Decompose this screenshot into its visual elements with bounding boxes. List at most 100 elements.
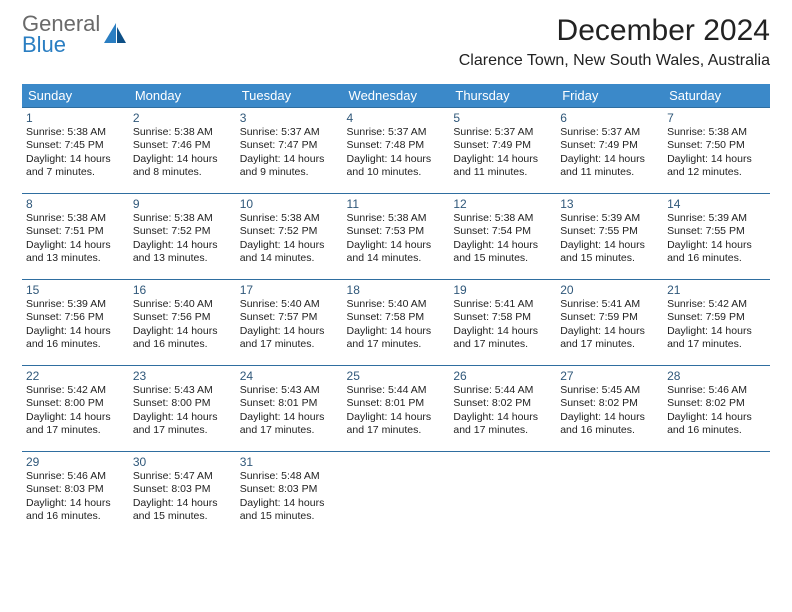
sunrise-line: Sunrise: 5:38 AM <box>133 212 232 225</box>
day-info: Sunrise: 5:38 AMSunset: 7:54 PMDaylight:… <box>453 212 552 266</box>
day-number: 10 <box>240 197 339 211</box>
daylight-line-2: and 11 minutes. <box>453 166 552 179</box>
day-info: Sunrise: 5:37 AMSunset: 7:47 PMDaylight:… <box>240 126 339 180</box>
daylight-line-2: and 14 minutes. <box>240 252 339 265</box>
day-number: 4 <box>347 111 446 125</box>
calendar-week: 29Sunrise: 5:46 AMSunset: 8:03 PMDayligh… <box>22 452 770 538</box>
calendar-empty <box>663 452 770 538</box>
sunset-line: Sunset: 8:02 PM <box>560 397 659 410</box>
daylight-line-1: Daylight: 14 hours <box>133 411 232 424</box>
daylight-line-1: Daylight: 14 hours <box>240 411 339 424</box>
sunset-line: Sunset: 7:50 PM <box>667 139 766 152</box>
sunset-line: Sunset: 7:58 PM <box>347 311 446 324</box>
daylight-line-1: Daylight: 14 hours <box>560 153 659 166</box>
sunset-line: Sunset: 7:54 PM <box>453 225 552 238</box>
sunrise-line: Sunrise: 5:38 AM <box>347 212 446 225</box>
sail-icon <box>102 21 128 49</box>
daylight-line-1: Daylight: 14 hours <box>453 325 552 338</box>
daylight-line-1: Daylight: 14 hours <box>26 411 125 424</box>
day-number: 21 <box>667 283 766 297</box>
day-info: Sunrise: 5:38 AMSunset: 7:53 PMDaylight:… <box>347 212 446 266</box>
sunrise-line: Sunrise: 5:47 AM <box>133 470 232 483</box>
day-number: 15 <box>26 283 125 297</box>
day-info: Sunrise: 5:44 AMSunset: 8:01 PMDaylight:… <box>347 384 446 438</box>
calendar-day: 3Sunrise: 5:37 AMSunset: 7:47 PMDaylight… <box>236 108 343 194</box>
calendar-day: 20Sunrise: 5:41 AMSunset: 7:59 PMDayligh… <box>556 280 663 366</box>
daylight-line-1: Daylight: 14 hours <box>26 153 125 166</box>
day-number: 22 <box>26 369 125 383</box>
day-info: Sunrise: 5:37 AMSunset: 7:49 PMDaylight:… <box>453 126 552 180</box>
day-info: Sunrise: 5:38 AMSunset: 7:50 PMDaylight:… <box>667 126 766 180</box>
day-header: Wednesday <box>343 84 450 108</box>
daylight-line-1: Daylight: 14 hours <box>347 239 446 252</box>
sunrise-line: Sunrise: 5:38 AM <box>667 126 766 139</box>
calendar-day: 23Sunrise: 5:43 AMSunset: 8:00 PMDayligh… <box>129 366 236 452</box>
calendar-day: 7Sunrise: 5:38 AMSunset: 7:50 PMDaylight… <box>663 108 770 194</box>
daylight-line-2: and 11 minutes. <box>560 166 659 179</box>
calendar-day: 17Sunrise: 5:40 AMSunset: 7:57 PMDayligh… <box>236 280 343 366</box>
sunrise-line: Sunrise: 5:48 AM <box>240 470 339 483</box>
calendar-day: 18Sunrise: 5:40 AMSunset: 7:58 PMDayligh… <box>343 280 450 366</box>
sunrise-line: Sunrise: 5:38 AM <box>133 126 232 139</box>
sunset-line: Sunset: 7:48 PM <box>347 139 446 152</box>
daylight-line-2: and 14 minutes. <box>347 252 446 265</box>
sunrise-line: Sunrise: 5:38 AM <box>26 126 125 139</box>
calendar-day: 31Sunrise: 5:48 AMSunset: 8:03 PMDayligh… <box>236 452 343 538</box>
logo-text: General Blue <box>22 14 100 56</box>
daylight-line-1: Daylight: 14 hours <box>26 497 125 510</box>
sunset-line: Sunset: 7:55 PM <box>560 225 659 238</box>
day-info: Sunrise: 5:46 AMSunset: 8:02 PMDaylight:… <box>667 384 766 438</box>
sunrise-line: Sunrise: 5:39 AM <box>560 212 659 225</box>
calendar-empty <box>556 452 663 538</box>
calendar-empty <box>343 452 450 538</box>
daylight-line-2: and 9 minutes. <box>240 166 339 179</box>
day-info: Sunrise: 5:38 AMSunset: 7:52 PMDaylight:… <box>240 212 339 266</box>
calendar-day: 8Sunrise: 5:38 AMSunset: 7:51 PMDaylight… <box>22 194 129 280</box>
sunrise-line: Sunrise: 5:41 AM <box>560 298 659 311</box>
sunrise-line: Sunrise: 5:44 AM <box>453 384 552 397</box>
day-number: 31 <box>240 455 339 469</box>
daylight-line-1: Daylight: 14 hours <box>347 153 446 166</box>
day-number: 11 <box>347 197 446 211</box>
day-header: Saturday <box>663 84 770 108</box>
sunset-line: Sunset: 8:02 PM <box>453 397 552 410</box>
calendar-week: 15Sunrise: 5:39 AMSunset: 7:56 PMDayligh… <box>22 280 770 366</box>
day-number: 1 <box>26 111 125 125</box>
sunset-line: Sunset: 8:03 PM <box>26 483 125 496</box>
calendar-day: 1Sunrise: 5:38 AMSunset: 7:45 PMDaylight… <box>22 108 129 194</box>
sunrise-line: Sunrise: 5:38 AM <box>453 212 552 225</box>
daylight-line-2: and 10 minutes. <box>347 166 446 179</box>
day-number: 29 <box>26 455 125 469</box>
sunrise-line: Sunrise: 5:41 AM <box>453 298 552 311</box>
calendar-day: 2Sunrise: 5:38 AMSunset: 7:46 PMDaylight… <box>129 108 236 194</box>
daylight-line-2: and 15 minutes. <box>453 252 552 265</box>
sunrise-line: Sunrise: 5:38 AM <box>240 212 339 225</box>
daylight-line-1: Daylight: 14 hours <box>453 239 552 252</box>
day-info: Sunrise: 5:38 AMSunset: 7:46 PMDaylight:… <box>133 126 232 180</box>
calendar-day: 29Sunrise: 5:46 AMSunset: 8:03 PMDayligh… <box>22 452 129 538</box>
sunset-line: Sunset: 7:49 PM <box>560 139 659 152</box>
daylight-line-1: Daylight: 14 hours <box>133 239 232 252</box>
daylight-line-2: and 13 minutes. <box>26 252 125 265</box>
day-header: Monday <box>129 84 236 108</box>
calendar-day: 5Sunrise: 5:37 AMSunset: 7:49 PMDaylight… <box>449 108 556 194</box>
sunset-line: Sunset: 8:00 PM <box>133 397 232 410</box>
sunset-line: Sunset: 7:57 PM <box>240 311 339 324</box>
calendar-table: SundayMondayTuesdayWednesdayThursdayFrid… <box>22 84 770 538</box>
day-header: Sunday <box>22 84 129 108</box>
sunrise-line: Sunrise: 5:40 AM <box>347 298 446 311</box>
sunset-line: Sunset: 8:00 PM <box>26 397 125 410</box>
day-number: 3 <box>240 111 339 125</box>
calendar-day: 11Sunrise: 5:38 AMSunset: 7:53 PMDayligh… <box>343 194 450 280</box>
sunset-line: Sunset: 7:59 PM <box>667 311 766 324</box>
day-number: 19 <box>453 283 552 297</box>
daylight-line-2: and 17 minutes. <box>347 424 446 437</box>
daylight-line-2: and 17 minutes. <box>240 338 339 351</box>
day-number: 23 <box>133 369 232 383</box>
daylight-line-2: and 16 minutes. <box>26 510 125 523</box>
daylight-line-2: and 16 minutes. <box>133 338 232 351</box>
day-header: Tuesday <box>236 84 343 108</box>
sunset-line: Sunset: 8:01 PM <box>347 397 446 410</box>
day-header: Friday <box>556 84 663 108</box>
calendar-day: 22Sunrise: 5:42 AMSunset: 8:00 PMDayligh… <box>22 366 129 452</box>
